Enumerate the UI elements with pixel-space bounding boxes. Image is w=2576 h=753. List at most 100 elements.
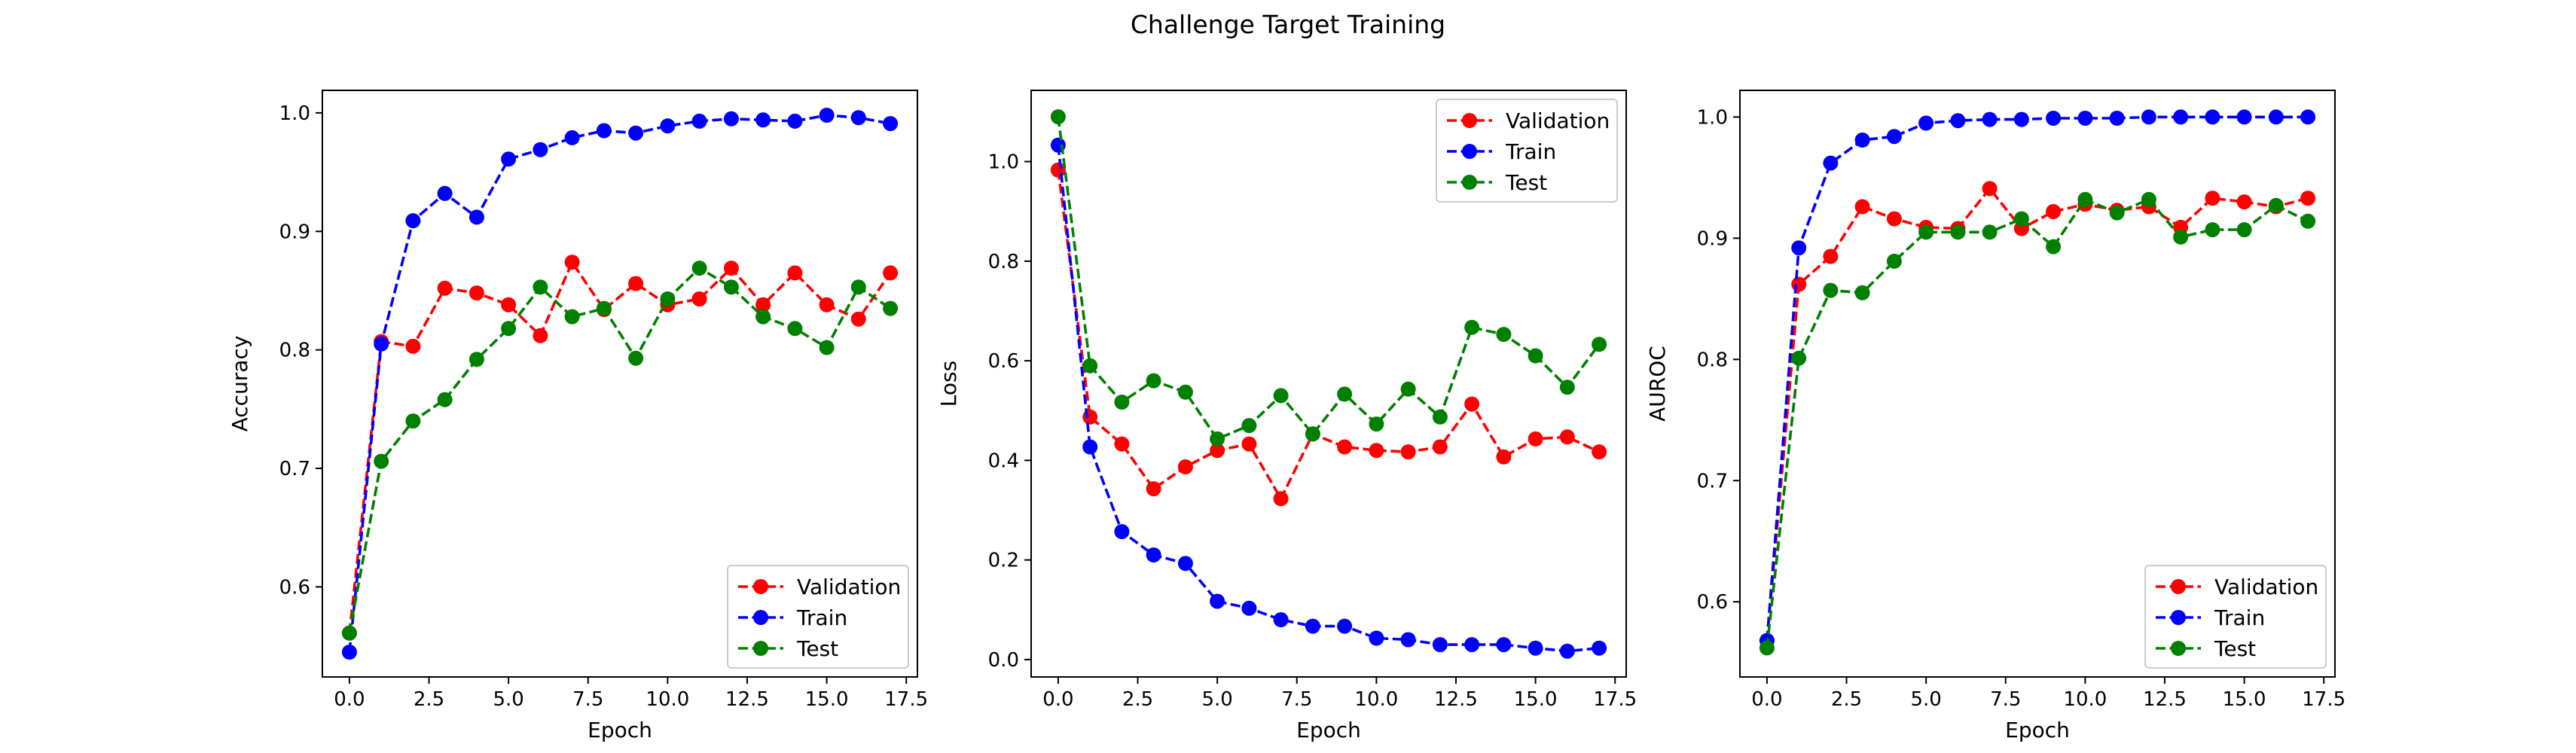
auroc-test-point xyxy=(1950,224,1966,240)
accuracy-validation-point xyxy=(819,297,835,312)
auroc-test-point xyxy=(1982,224,1998,240)
loss-validation-point xyxy=(1528,431,1543,447)
accuracy-train-point xyxy=(341,645,357,660)
auroc-train-point xyxy=(2205,109,2220,125)
loss-legend-box xyxy=(1436,99,1618,203)
loss-validation-point xyxy=(1369,443,1384,459)
loss-x-tick-label: 5.0 xyxy=(1201,688,1232,711)
auroc-train-point xyxy=(1982,111,1998,127)
loss-y-tick-label: 0.6 xyxy=(988,350,1019,373)
loss-legend-train-marker xyxy=(1462,144,1477,159)
accuracy-train-point xyxy=(723,111,739,127)
auroc-test-point xyxy=(2141,191,2156,207)
auroc-validation-point xyxy=(1791,276,1807,292)
auroc-test-point xyxy=(2077,191,2093,207)
auroc-test-point xyxy=(2236,222,2252,238)
loss-x-tick-label: 2.5 xyxy=(1122,688,1153,711)
loss-test-point xyxy=(1528,348,1543,364)
auroc-legend-train-label: Train xyxy=(2214,605,2265,630)
loss-y-tick-label: 0.2 xyxy=(988,550,1019,572)
loss-test-point xyxy=(1114,395,1130,410)
loss-legend-train-label: Train xyxy=(1505,139,1556,164)
auroc-y-tick-label: 0.7 xyxy=(1697,470,1728,492)
accuracy-test-point xyxy=(501,321,517,337)
auroc-test-point xyxy=(1886,253,1902,269)
accuracy-validation-point xyxy=(533,328,548,343)
accuracy-train-point xyxy=(501,151,517,167)
loss-legend-test-marker xyxy=(1462,175,1477,190)
loss-test-point xyxy=(1050,109,1066,125)
auroc-train-point xyxy=(1854,133,1870,148)
auroc-x-tick-label: 5.0 xyxy=(1910,688,1941,711)
auroc-x-tick-label: 12.5 xyxy=(2143,688,2187,711)
loss-y-tick-label: 0.4 xyxy=(988,450,1019,472)
accuracy-train-point xyxy=(469,209,484,225)
auroc-validation-point xyxy=(1982,181,1998,197)
accuracy-train-point xyxy=(596,123,612,139)
loss-validation-point xyxy=(1146,481,1161,497)
accuracy-legend-validation-marker xyxy=(753,579,768,594)
loss-validation-point xyxy=(1114,436,1130,452)
accuracy-x-axis-label: Epoch xyxy=(588,718,652,742)
accuracy-train-point xyxy=(564,130,580,145)
loss-validation-point xyxy=(1241,436,1257,452)
accuracy-x-tick-label: 5.0 xyxy=(493,688,523,711)
auroc-axes-frame xyxy=(1739,90,2336,678)
loss-train-point xyxy=(1305,618,1320,634)
auroc-train-point xyxy=(1950,113,1966,129)
auroc-x-axis-label: Epoch xyxy=(2005,718,2070,742)
accuracy-train-point xyxy=(533,142,548,157)
accuracy-test-point xyxy=(819,340,835,355)
auroc-train-point xyxy=(2046,111,2062,126)
accuracy-train-point xyxy=(374,336,389,352)
loss-test-point xyxy=(1337,386,1353,402)
auroc-train-point xyxy=(2236,109,2252,125)
loss-validation-point xyxy=(1464,396,1480,412)
loss-train-point xyxy=(1146,547,1161,562)
accuracy-test-point xyxy=(341,625,357,641)
loss-y-tick-label: 0.8 xyxy=(988,251,1019,273)
loss-y-tick-label: 1.0 xyxy=(988,151,1019,174)
auroc-validation-point xyxy=(2300,191,2316,206)
auroc-train-point xyxy=(1791,240,1807,256)
accuracy-chart: 0.0 2.5 5.0 7.5 10.0 12.5 15.0 17.5 0.6 0.7 0.8 0.9… xyxy=(227,90,928,742)
accuracy-y-tick-label: 0.9 xyxy=(279,221,310,243)
accuracy-validation-point xyxy=(628,276,644,291)
auroc-train-point xyxy=(1823,155,1839,171)
accuracy-x-tick-label: 2.5 xyxy=(414,688,444,711)
auroc-validation-point xyxy=(2046,204,2062,219)
accuracy-test-point xyxy=(564,309,580,325)
accuracy-validation-point xyxy=(405,338,421,354)
accuracy-legend-test-marker xyxy=(753,641,768,656)
auroc-y-tick-label: 0.9 xyxy=(1697,227,1728,250)
loss-validation-point xyxy=(1400,444,1416,460)
auroc-test-point xyxy=(1823,282,1839,298)
loss-axes-frame xyxy=(1030,90,1627,678)
loss-legend: Validation Train Test xyxy=(1436,99,1618,203)
accuracy-legend-test-label: Test xyxy=(796,636,838,661)
accuracy-train-point xyxy=(660,118,676,134)
accuracy-validation-point xyxy=(564,255,580,270)
loss-test-point xyxy=(1400,381,1416,397)
accuracy-test-point xyxy=(691,261,707,276)
loss-test-point xyxy=(1592,337,1607,352)
figure-title: Challenge Target Training xyxy=(1131,10,1445,39)
loss-validation-point xyxy=(1432,439,1448,455)
loss-train-point xyxy=(1337,618,1353,634)
auroc-test-point xyxy=(2013,211,2029,227)
accuracy-y-tick-label: 0.6 xyxy=(279,576,310,599)
accuracy-legend-validation-label: Validation xyxy=(797,575,901,599)
auroc-validation-point xyxy=(1886,211,1902,227)
accuracy-test-point xyxy=(660,291,676,306)
accuracy-validation-point xyxy=(723,261,739,276)
auroc-test-point xyxy=(1759,640,1775,656)
accuracy-y-tick-label: 0.7 xyxy=(279,458,310,480)
accuracy-test-point xyxy=(787,321,803,337)
loss-validation-point xyxy=(1592,444,1607,460)
accuracy-train-point xyxy=(437,185,453,201)
loss-y-axis-label: Loss xyxy=(936,361,961,407)
loss-train-point xyxy=(1528,640,1543,656)
auroc-test-point xyxy=(1791,350,1807,366)
auroc-validation-point xyxy=(1854,199,1870,215)
